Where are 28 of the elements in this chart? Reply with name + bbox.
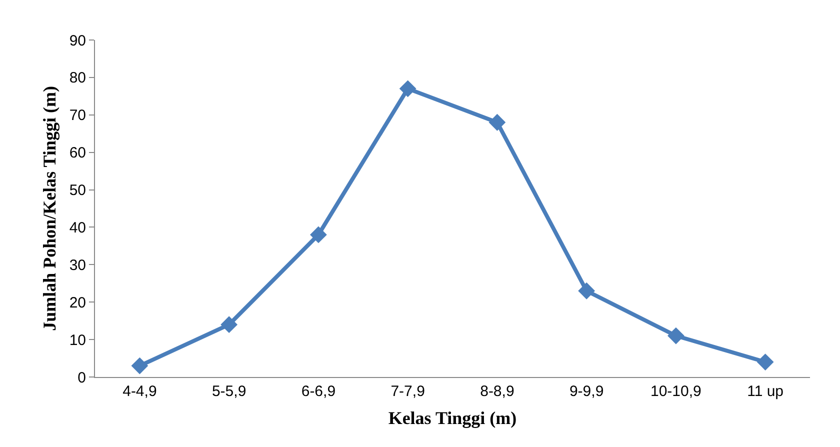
y-tick-label: 80 xyxy=(69,70,86,87)
y-tick-label: 40 xyxy=(69,219,86,236)
x-axis-title: Kelas Tinggi (m) xyxy=(388,408,517,428)
x-tick-label: 10-10,9 xyxy=(650,383,702,400)
point xyxy=(578,282,596,300)
y-tick-label: 70 xyxy=(69,107,86,124)
point xyxy=(488,114,506,131)
x-tick-label: 11 up xyxy=(747,383,784,400)
point xyxy=(310,226,327,244)
x-tick-label: 7-7,9 xyxy=(390,383,425,400)
y-tick-label: 20 xyxy=(69,294,86,312)
x-tick-label: 6-6,9 xyxy=(301,383,336,400)
x-tick-label: 4-4,9 xyxy=(122,383,157,400)
y-tick-label: 10 xyxy=(69,332,86,349)
point xyxy=(220,316,238,334)
point xyxy=(667,327,684,344)
point xyxy=(131,357,148,374)
point xyxy=(399,80,416,98)
y-tick-label: 30 xyxy=(69,256,86,274)
y-tick-label: 60 xyxy=(69,144,86,162)
y-tick-label: 90 xyxy=(69,32,86,50)
y-tick-label: 50 xyxy=(69,182,86,200)
point xyxy=(756,354,774,370)
y-axis-title: Jumlah Pohon/Kelas Tinggi (m) xyxy=(40,86,60,331)
y-tick-label: 0 xyxy=(78,369,86,386)
x-tick-label: 9-9,9 xyxy=(569,383,604,400)
x-tick-label: 5-5,9 xyxy=(212,383,246,400)
x-tick-label: 8-8,9 xyxy=(480,383,514,400)
